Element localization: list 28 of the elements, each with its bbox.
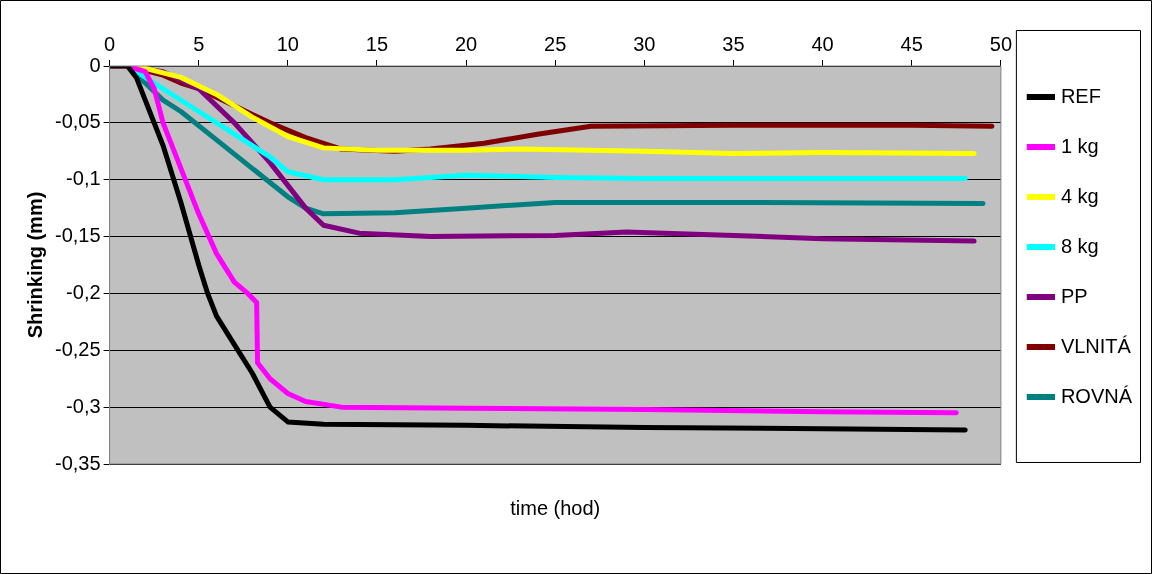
- legend-label: PP: [1060, 284, 1088, 307]
- y-tick-label: -0,1: [66, 167, 101, 190]
- legend-label: 8 kg: [1060, 234, 1099, 257]
- legend-label: 4 kg: [1060, 184, 1099, 207]
- legend-label: REF: [1060, 84, 1101, 107]
- y-axis-title: Shrinking (mm): [23, 191, 46, 339]
- legend-label: ROVNÁ: [1060, 384, 1133, 407]
- y-tick-label: -0,35: [54, 451, 101, 474]
- y-tick-label: 0: [89, 53, 101, 76]
- x-tick-label: 45: [900, 32, 923, 55]
- x-tick-label: 15: [365, 32, 389, 55]
- y-tick-label: -0,2: [66, 280, 101, 303]
- x-tick-label: 20: [454, 32, 478, 55]
- x-tick-label: 0: [104, 32, 116, 55]
- x-tick-label: 40: [811, 32, 834, 55]
- x-tick-label: 5: [193, 32, 205, 55]
- x-axis-title: time (hod): [510, 496, 601, 519]
- y-tick-label: -0,05: [54, 110, 101, 133]
- legend-label: 1 kg: [1060, 134, 1099, 157]
- x-tick-label: 10: [276, 32, 299, 55]
- y-tick-label: -0,25: [54, 337, 101, 360]
- x-tick-label: 30: [633, 32, 656, 55]
- x-tick-label: 35: [722, 32, 745, 55]
- x-tick-label: 50: [989, 32, 1012, 55]
- y-tick-label: -0,15: [54, 224, 101, 247]
- y-tick-label: -0,3: [66, 394, 101, 417]
- legend-label: VLNITÁ: [1060, 334, 1132, 357]
- x-tick-label: 25: [544, 32, 567, 55]
